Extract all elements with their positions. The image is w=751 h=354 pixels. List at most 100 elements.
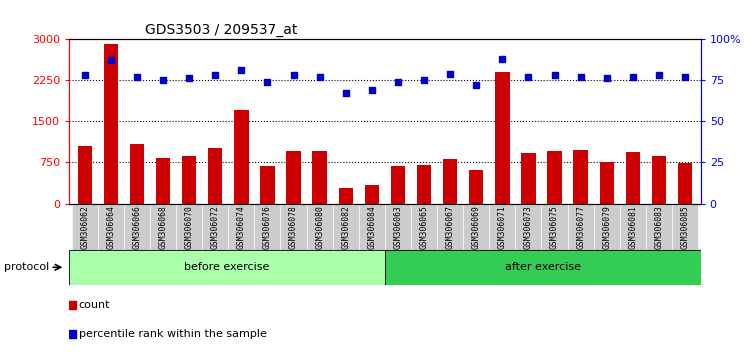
- Point: [66, 331, 78, 337]
- Bar: [156, 158, 170, 204]
- Bar: [104, 45, 118, 204]
- Point: [261, 79, 273, 85]
- Bar: [365, 185, 379, 204]
- Text: GDS3503 / 209537_at: GDS3503 / 209537_at: [145, 23, 297, 36]
- Bar: [469, 170, 484, 204]
- Point: [496, 56, 508, 62]
- Text: GSM306070: GSM306070: [185, 205, 194, 249]
- Point: [627, 74, 639, 80]
- Text: GSM306072: GSM306072: [211, 205, 220, 249]
- Text: GSM306073: GSM306073: [524, 205, 533, 249]
- Bar: [228, 204, 255, 250]
- Text: GSM306081: GSM306081: [629, 205, 638, 249]
- Point: [210, 72, 222, 78]
- Text: GSM306065: GSM306065: [420, 205, 429, 249]
- Bar: [443, 159, 457, 204]
- Bar: [77, 146, 92, 204]
- Bar: [69, 250, 385, 285]
- Bar: [490, 204, 515, 250]
- Text: after exercise: after exercise: [505, 262, 581, 272]
- Bar: [568, 204, 594, 250]
- Bar: [391, 166, 405, 204]
- Bar: [286, 152, 300, 204]
- Bar: [515, 204, 541, 250]
- Bar: [261, 166, 275, 204]
- Bar: [255, 204, 280, 250]
- Point: [470, 82, 482, 88]
- Bar: [359, 204, 385, 250]
- Bar: [626, 152, 640, 204]
- Text: GSM306080: GSM306080: [315, 205, 324, 249]
- Point: [653, 72, 665, 78]
- Text: GSM306069: GSM306069: [472, 205, 481, 249]
- Bar: [234, 110, 249, 204]
- Bar: [385, 204, 411, 250]
- Bar: [574, 150, 588, 204]
- Bar: [411, 204, 437, 250]
- Point: [575, 74, 587, 80]
- Text: GSM306085: GSM306085: [680, 205, 689, 249]
- Bar: [495, 72, 509, 204]
- Bar: [202, 204, 228, 250]
- Bar: [672, 204, 698, 250]
- Point: [183, 76, 195, 81]
- Text: protocol: protocol: [4, 262, 49, 272]
- Text: GSM306084: GSM306084: [367, 205, 376, 249]
- Point: [366, 87, 378, 93]
- Point: [105, 57, 117, 63]
- Point: [418, 77, 430, 83]
- Point: [288, 72, 300, 78]
- Text: GSM306071: GSM306071: [498, 205, 507, 249]
- Bar: [678, 164, 692, 204]
- Point: [392, 79, 404, 85]
- Bar: [130, 144, 144, 204]
- Bar: [312, 152, 327, 204]
- Point: [157, 77, 169, 83]
- Point: [66, 302, 78, 308]
- Bar: [71, 204, 98, 250]
- Bar: [280, 204, 306, 250]
- Bar: [594, 204, 620, 250]
- Text: GSM306076: GSM306076: [263, 205, 272, 249]
- Text: GSM306062: GSM306062: [80, 205, 89, 249]
- Bar: [417, 165, 431, 204]
- Bar: [333, 204, 359, 250]
- Text: percentile rank within the sample: percentile rank within the sample: [79, 329, 267, 339]
- Bar: [437, 204, 463, 250]
- Text: count: count: [79, 300, 110, 310]
- Bar: [150, 204, 176, 250]
- Bar: [547, 151, 562, 204]
- Bar: [306, 204, 333, 250]
- Text: GSM306067: GSM306067: [445, 205, 454, 249]
- Text: GSM306075: GSM306075: [550, 205, 559, 249]
- Bar: [521, 153, 535, 204]
- Text: GSM306079: GSM306079: [602, 205, 611, 249]
- Text: GSM306078: GSM306078: [289, 205, 298, 249]
- Bar: [620, 204, 646, 250]
- Point: [679, 74, 691, 80]
- Bar: [339, 188, 353, 204]
- Text: before exercise: before exercise: [184, 262, 270, 272]
- Bar: [182, 156, 196, 204]
- Bar: [541, 204, 568, 250]
- Bar: [599, 162, 614, 204]
- Bar: [124, 204, 150, 250]
- Text: GSM306066: GSM306066: [132, 205, 141, 249]
- Point: [523, 74, 535, 80]
- Text: GSM306074: GSM306074: [237, 205, 246, 249]
- Text: GSM306077: GSM306077: [576, 205, 585, 249]
- Text: GSM306068: GSM306068: [158, 205, 167, 249]
- Bar: [176, 204, 202, 250]
- Text: GSM306082: GSM306082: [341, 205, 350, 249]
- Point: [339, 90, 351, 96]
- Point: [235, 67, 247, 73]
- Point: [79, 72, 91, 78]
- Point: [548, 72, 560, 78]
- Text: GSM306063: GSM306063: [394, 205, 403, 249]
- Point: [601, 76, 613, 81]
- Text: GSM306064: GSM306064: [107, 205, 116, 249]
- Point: [444, 71, 456, 76]
- Bar: [652, 156, 666, 204]
- Bar: [208, 148, 222, 204]
- Point: [131, 74, 143, 80]
